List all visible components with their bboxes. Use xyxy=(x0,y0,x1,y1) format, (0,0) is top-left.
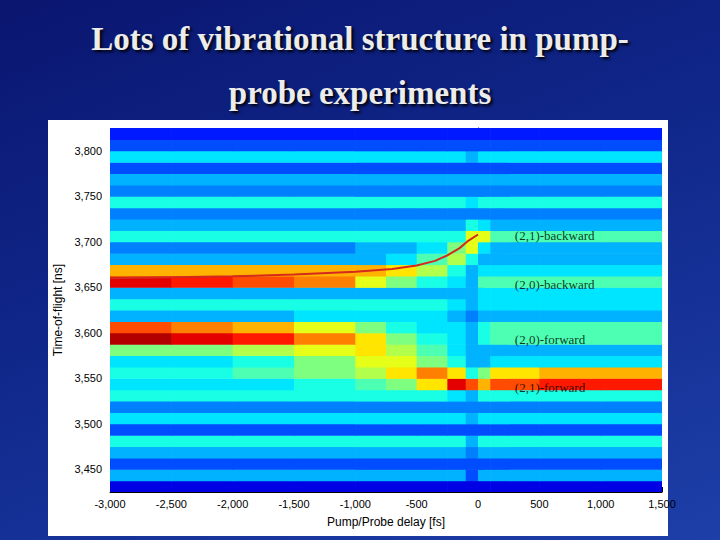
html-text:Lots of vibrational structure: Lots of vibrational structure in pump-pr… xyxy=(91,21,629,111)
svg-text:-1,500: -1,500 xyxy=(278,498,309,510)
svg-text:(2,1)-forward: (2,1)-forward xyxy=(515,380,586,395)
svg-text:3,750: 3,750 xyxy=(74,190,102,202)
svg-text:(2,1)-backward: (2,1)-backward xyxy=(515,228,595,243)
svg-text:0: 0 xyxy=(475,498,481,510)
svg-text:Pump/Probe delay [fs]: Pump/Probe delay [fs] xyxy=(327,515,445,529)
svg-text:3,600: 3,600 xyxy=(74,327,102,339)
svg-text:500: 500 xyxy=(530,498,548,510)
svg-text:3,450: 3,450 xyxy=(74,463,102,475)
svg-text:3,550: 3,550 xyxy=(74,372,102,384)
svg-text:-3,000: -3,000 xyxy=(94,498,125,510)
svg-text:3,650: 3,650 xyxy=(74,281,102,293)
svg-text:-2,000: -2,000 xyxy=(217,498,248,510)
svg-text:-1,000: -1,000 xyxy=(340,498,371,510)
svg-text:-2,500: -2,500 xyxy=(156,498,187,510)
svg-text:3,500: 3,500 xyxy=(74,418,102,430)
svg-text:3,800: 3,800 xyxy=(74,145,102,157)
svg-text:-500: -500 xyxy=(406,498,428,510)
svg-text:(2,0)-backward: (2,0)-backward xyxy=(515,277,595,292)
svg-text:(2,0)-forward: (2,0)-forward xyxy=(515,332,586,347)
svg-text:3,700: 3,700 xyxy=(74,236,102,248)
svg-text:1,000: 1,000 xyxy=(587,498,615,510)
svg-text:Time-of-flight [ns]: Time-of-flight [ns] xyxy=(51,264,65,356)
svg-text:1,500: 1,500 xyxy=(648,498,676,510)
